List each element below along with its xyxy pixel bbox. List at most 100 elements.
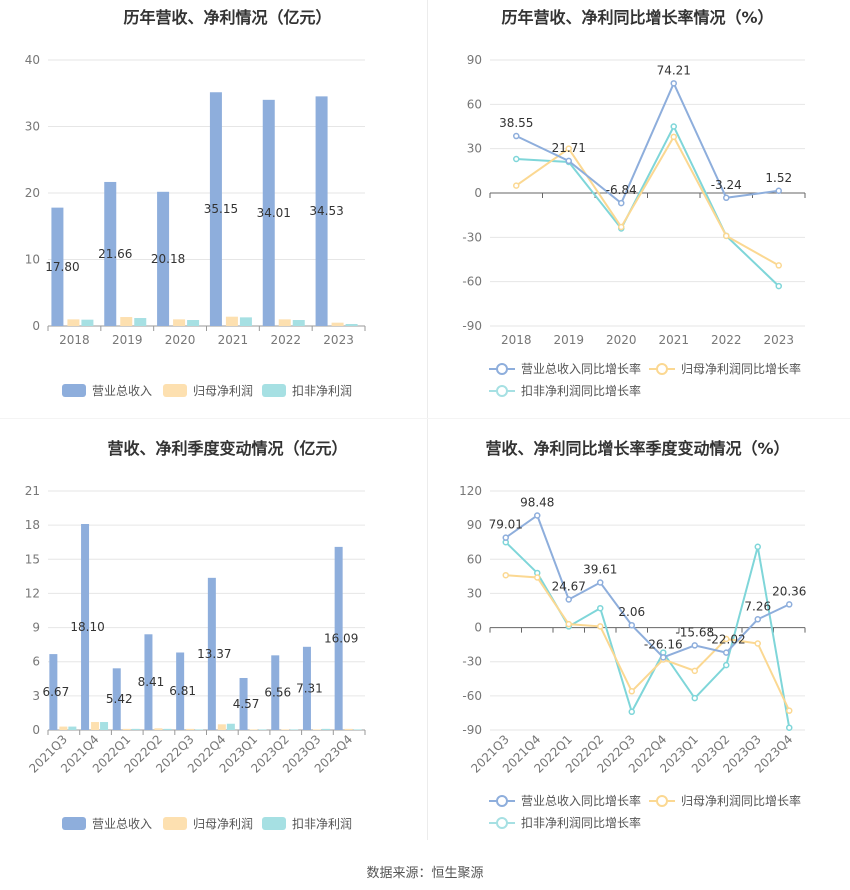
series-point-0 (754, 616, 761, 623)
bar-2 (134, 318, 147, 326)
bar-0 (81, 524, 90, 730)
legend-label: 归母净利润同比增长率 (681, 794, 802, 808)
line-swatch (649, 362, 675, 376)
bar-0 (315, 96, 328, 326)
y-tick-label: 21 (25, 484, 40, 498)
bar-0 (49, 654, 58, 730)
legend-item-net-profit-growth[interactable]: 归母净利润同比增长率 (649, 360, 801, 377)
legend-item-net-profit-growth[interactable]: 归母净利润同比增长率 (649, 792, 801, 809)
y-tick-label: 30 (467, 586, 482, 600)
bar-1 (91, 722, 100, 730)
legend-item-deducted-growth[interactable]: 扣非净利润同比增长率 (489, 382, 641, 399)
legend-item-deducted-profit[interactable]: 扣非净利润 (262, 815, 352, 832)
bar-1 (186, 728, 195, 730)
swatch (262, 384, 286, 397)
bar-2 (68, 726, 77, 730)
bar-2 (290, 729, 299, 730)
bar-0 (176, 652, 185, 730)
y-tick-label: 3 (32, 689, 40, 703)
series-point-2 (691, 694, 698, 702)
x-tick-label: 2019 (112, 333, 143, 347)
legend-item-revenue[interactable]: 营业总收入 (62, 815, 152, 832)
series-line-1 (515, 134, 780, 267)
legend-item-revenue-growth[interactable]: 营业总收入同比增长率 (489, 792, 641, 809)
bar-2 (195, 729, 204, 730)
series-point-0 (502, 534, 509, 541)
data-label: 18.10 (70, 620, 104, 634)
annual-growth-panel: 历年营收、净利同比增长率情况（%） -90 -60 -30 0 30 60 90 2018 20… (425, 0, 850, 410)
bar-1 (217, 724, 226, 730)
data-label: 1.52 (765, 171, 792, 185)
y-tick-label: 0 (32, 723, 40, 737)
data-label: 79.01 (489, 518, 523, 532)
legend: 营业总收入 归母净利润 扣非净利润 (0, 815, 425, 835)
series-point-1 (786, 707, 793, 714)
bar-2 (239, 317, 252, 326)
series-line-2 (505, 541, 791, 728)
x-tick-label: 2019 (553, 333, 584, 347)
y-tick-label: 120 (459, 484, 482, 498)
bar-2 (187, 320, 200, 326)
legend-item-revenue[interactable]: 营业总收入 (62, 382, 152, 399)
x-tick-label: 2022 (711, 333, 742, 347)
bar-0 (157, 191, 170, 326)
series-point-0 (513, 132, 520, 140)
bar-0 (302, 646, 311, 730)
y-tick-label: -90 (462, 723, 482, 737)
data-label: 38.55 (499, 116, 533, 130)
legend-item-deducted-growth[interactable]: 扣非净利润同比增长率 (489, 814, 641, 831)
bar-2 (353, 729, 362, 730)
series-point-0 (723, 649, 730, 656)
y-tick-label: -60 (462, 275, 482, 289)
swatch (62, 384, 86, 397)
bar-1 (173, 319, 186, 326)
legend-label: 营业总收入 (92, 384, 153, 398)
bar-0 (112, 668, 121, 730)
x-tick-label: 2021 (218, 333, 249, 347)
data-label: 4.57 (233, 697, 260, 711)
data-label: -6.84 (606, 183, 637, 197)
data-label: 2.06 (618, 605, 645, 619)
bar-0 (209, 92, 222, 326)
bar-0 (239, 677, 248, 730)
series-point-0 (691, 642, 698, 649)
bar-2 (81, 319, 94, 326)
data-label: 8.41 (138, 675, 165, 689)
data-label: 34.53 (309, 204, 343, 218)
series-point-1 (691, 667, 698, 675)
data-label: 6.67 (42, 685, 69, 699)
bar-1 (122, 728, 131, 730)
legend-item-deducted-profit[interactable]: 扣非净利润 (262, 382, 352, 399)
data-label: -3.24 (711, 178, 742, 192)
series-point-0 (660, 654, 667, 661)
data-source-note: 数据来源：恒生聚源 (366, 866, 484, 881)
legend-item-net-profit[interactable]: 归母净利润 (163, 815, 253, 832)
legend-label: 归母净利润 (193, 817, 254, 831)
legend-item-net-profit[interactable]: 归母净利润 (163, 382, 253, 399)
series-point-1 (670, 133, 677, 141)
y-tick-label: 0 (32, 319, 40, 333)
series-point-2 (628, 708, 635, 716)
bar-0 (144, 634, 153, 730)
chart-title: 历年营收、净利同比增长率情况（%） (501, 8, 774, 27)
y-tick-label: 30 (25, 120, 40, 134)
series-point-0 (723, 194, 730, 202)
annual-revenue-profit-panel: 历年营收、净利情况（亿元） 0 10 20 30 40 2018 17.80 2019 21.6… (0, 0, 425, 410)
bar-0 (51, 207, 64, 326)
series-point-2 (723, 661, 730, 669)
x-tick-label: 2018 (501, 333, 532, 347)
series-line-0 (515, 80, 779, 205)
series-line-1 (505, 574, 791, 712)
series-point-1 (565, 145, 572, 152)
y-tick-label: 90 (467, 53, 482, 67)
series-point-1 (723, 635, 730, 643)
annual-line-chart: -90 -60 -30 0 30 60 90 2018 2019 2020 2021 2022 2023… (462, 53, 806, 347)
data-label: -15.68 (675, 625, 714, 639)
legend-item-revenue-growth[interactable]: 营业总收入同比增长率 (489, 360, 641, 377)
bar-2 (258, 729, 267, 730)
data-label: 6.81 (169, 684, 196, 698)
x-tick-label: 2023 (323, 333, 354, 347)
legend-label: 扣非净利润同比增长率 (521, 816, 642, 830)
x-tick-label: 2018 (59, 333, 90, 347)
legend-label: 扣非净利润同比增长率 (521, 384, 642, 398)
